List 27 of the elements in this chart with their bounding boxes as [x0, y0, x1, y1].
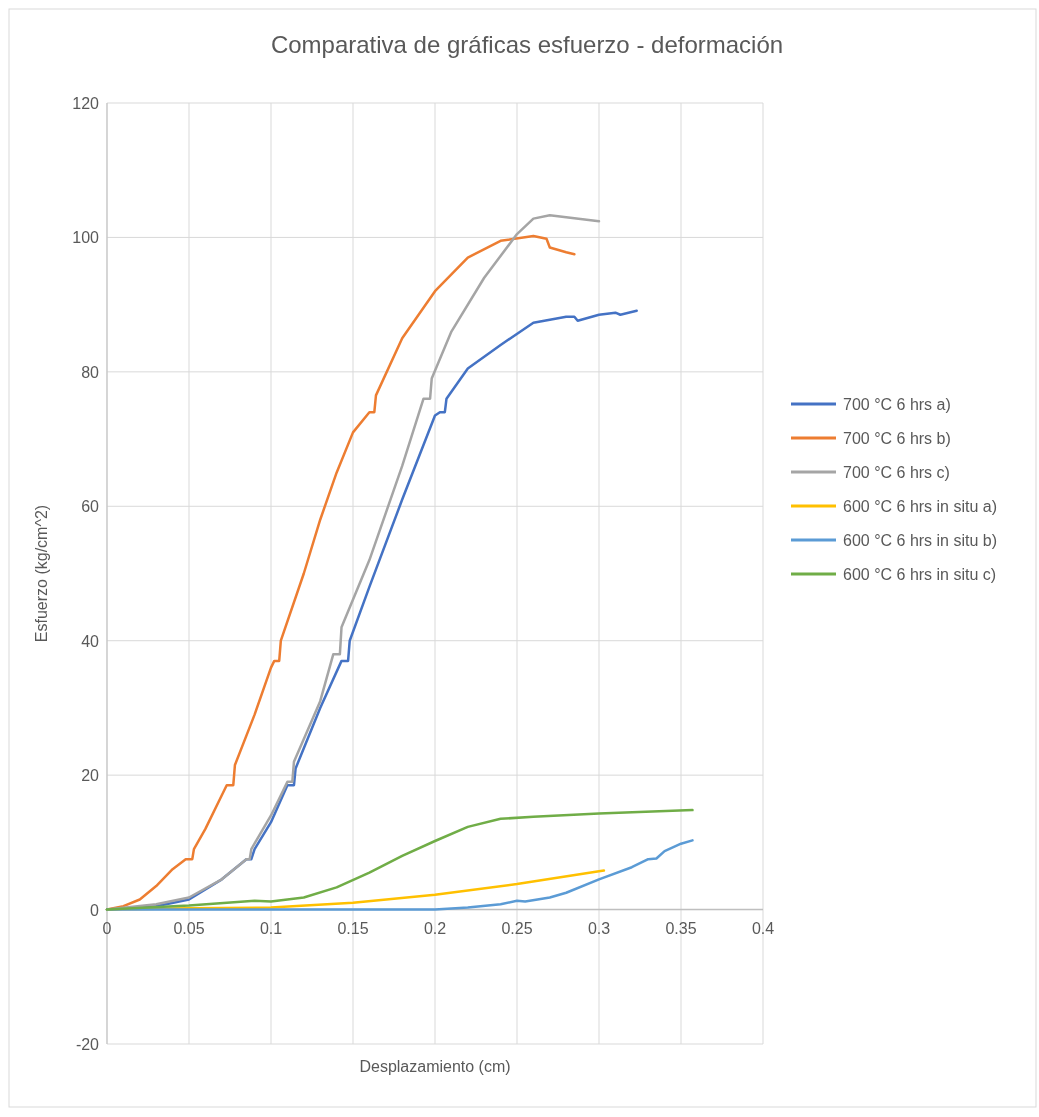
legend-label: 600 °C 6 hrs in situ c)	[843, 566, 997, 583]
x-tick-label: 0.35	[665, 919, 697, 937]
y-tick-label: 0	[90, 901, 100, 919]
x-tick-label: 0.25	[501, 919, 533, 937]
y-tick-label: 20	[81, 767, 100, 785]
x-axis-title: Desplazamiento (cm)	[359, 1058, 511, 1075]
legend-label: 700 °C 6 hrs c)	[843, 464, 950, 481]
y-tick-label: 60	[81, 498, 100, 516]
y-tick-label: 100	[72, 229, 100, 247]
y-axis-title: Esfuerzo (kg/cm^2)	[33, 504, 50, 643]
x-tick-label: 0.15	[337, 919, 369, 937]
chart-title: Comparativa de gráficas esfuerzo - deformación	[270, 31, 784, 58]
x-tick-label: 0.1	[259, 919, 283, 937]
x-tick-label: 0.4	[751, 919, 775, 937]
line-series	[105, 808, 694, 911]
legend-label: 700 °C 6 hrs b)	[843, 430, 951, 447]
x-tick-label: 0.05	[173, 919, 205, 937]
legend-label: 600 °C 6 hrs in situ a)	[843, 498, 998, 515]
legend-label: 700 °C 6 hrs a)	[843, 396, 951, 413]
x-tick-label: 0	[102, 919, 112, 937]
y-tick-label: 40	[81, 632, 100, 650]
x-tick-label: 0.3	[587, 919, 611, 937]
y-tick-label: 120	[72, 95, 100, 112]
y-tick-label: -20	[75, 1036, 100, 1053]
y-tick-label: 80	[81, 363, 100, 381]
legend-label: 600 °C 6 hrs in situ b)	[843, 532, 998, 549]
x-tick-label: 0.2	[423, 919, 447, 937]
